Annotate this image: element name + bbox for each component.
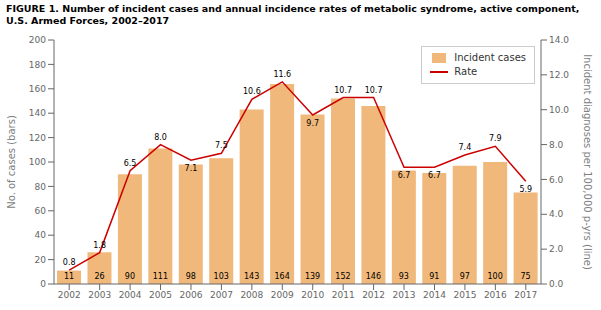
svg-text:2010: 2010	[301, 290, 324, 300]
svg-text:0.0: 0.0	[549, 279, 564, 289]
svg-text:20: 20	[35, 255, 47, 265]
svg-text:2007: 2007	[210, 290, 233, 300]
svg-text:7.5: 7.5	[215, 141, 228, 150]
svg-text:11: 11	[64, 272, 74, 281]
svg-text:Incident diagnoses per 100,000: Incident diagnoses per 100,000 p-yrs (li…	[582, 54, 593, 270]
html-text:FIGURE 1. Number of incident c: FIGURE 1. Number of incident cases and a…	[6, 3, 580, 26]
svg-text:2008: 2008	[240, 290, 263, 300]
svg-text:6.5: 6.5	[124, 159, 137, 168]
svg-text:0.8: 0.8	[63, 258, 76, 267]
svg-text:10.7: 10.7	[334, 86, 352, 95]
svg-text:7.9: 7.9	[489, 134, 502, 143]
svg-text:200: 200	[29, 35, 46, 45]
svg-text:75: 75	[521, 272, 531, 281]
svg-text:8.0: 8.0	[549, 140, 564, 150]
svg-text:2009: 2009	[271, 290, 294, 300]
svg-text:40: 40	[35, 230, 47, 240]
svg-text:26: 26	[94, 272, 104, 281]
svg-text:0: 0	[40, 279, 46, 289]
svg-text:140: 140	[29, 108, 46, 118]
svg-text:2013: 2013	[393, 290, 416, 300]
svg-text:2005: 2005	[149, 290, 172, 300]
svg-text:2.0: 2.0	[549, 244, 564, 254]
svg-text:2017: 2017	[514, 290, 537, 300]
svg-text:4.0: 4.0	[549, 209, 564, 219]
svg-text:160: 160	[29, 84, 46, 94]
svg-text:1.8: 1.8	[93, 241, 106, 250]
svg-text:12.0: 12.0	[549, 70, 569, 80]
svg-text:No. of cases (bars): No. of cases (bars)	[8, 115, 17, 209]
svg-text:2016: 2016	[484, 290, 507, 300]
svg-text:164: 164	[274, 272, 289, 281]
svg-text:14.0: 14.0	[549, 35, 569, 45]
svg-text:10.7: 10.7	[365, 86, 383, 95]
svg-text:143: 143	[244, 272, 259, 281]
svg-text:6.7: 6.7	[428, 171, 441, 180]
svg-text:97: 97	[460, 272, 470, 281]
svg-text:2011: 2011	[332, 290, 355, 300]
html-text:Incident cases: Incident cases	[454, 52, 526, 63]
svg-text:60: 60	[35, 206, 47, 216]
svg-text:139: 139	[305, 272, 320, 281]
svg-text:2015: 2015	[453, 290, 476, 300]
svg-text:100: 100	[488, 272, 503, 281]
svg-text:103: 103	[214, 272, 229, 281]
svg-text:2012: 2012	[362, 290, 385, 300]
svg-text:120: 120	[29, 133, 46, 143]
svg-text:91: 91	[429, 272, 439, 281]
svg-text:2004: 2004	[119, 290, 142, 300]
html-text:Rate: Rate	[454, 66, 478, 77]
svg-text:7.4: 7.4	[459, 143, 472, 152]
svg-text:8.0: 8.0	[154, 133, 167, 142]
svg-text:10.0: 10.0	[549, 105, 569, 115]
svg-text:90: 90	[125, 272, 135, 281]
svg-text:146: 146	[366, 272, 381, 281]
svg-text:98: 98	[186, 272, 196, 281]
svg-text:152: 152	[335, 272, 350, 281]
svg-text:180: 180	[29, 60, 46, 70]
svg-text:7.1: 7.1	[185, 164, 198, 173]
svg-text:5.9: 5.9	[519, 185, 532, 194]
svg-text:11.6: 11.6	[273, 70, 291, 79]
svg-text:2003: 2003	[88, 290, 111, 300]
svg-text:80: 80	[35, 182, 47, 192]
svg-text:93: 93	[399, 272, 409, 281]
svg-text:111: 111	[153, 272, 168, 281]
svg-text:2002: 2002	[58, 290, 81, 300]
svg-text:6.0: 6.0	[549, 175, 564, 185]
svg-text:6.7: 6.7	[398, 171, 411, 180]
svg-text:10.6: 10.6	[243, 87, 261, 96]
svg-text:9.7: 9.7	[306, 119, 319, 128]
svg-text:2014: 2014	[423, 290, 446, 300]
svg-text:100: 100	[29, 157, 46, 167]
svg-text:2006: 2006	[180, 290, 203, 300]
